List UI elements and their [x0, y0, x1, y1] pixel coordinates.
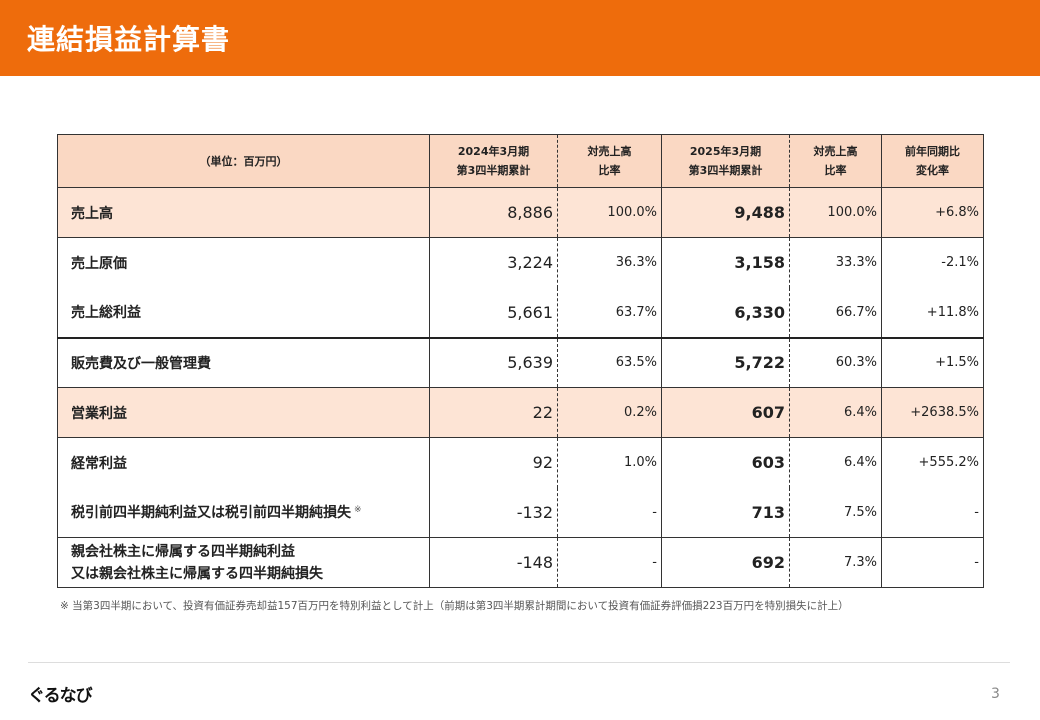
value-2025: 692: [661, 537, 790, 588]
col-header-fy2025: 2025年3月期 第3四半期累計: [661, 134, 790, 188]
income-statement-table: （単位：百万円） 2024年3月期 第3四半期累計 対売上高 比率 2025年3月期…: [57, 134, 984, 588]
table-row-gross-profit: 売上総利益 5,661 63.7% 6,330 66.7% +11.8%: [57, 287, 984, 338]
table-row-net-income: 親会社株主に帰属する四半期純利益 又は親会社株主に帰属する四半期純損失 -148 …: [57, 537, 984, 588]
yoy-change: +2638.5%: [881, 387, 984, 438]
ratio-2025: 66.7%: [789, 287, 882, 338]
footnote: ※ 当第3四半期において、投資有価証券売却益157百万円を特別利益として計上（前…: [60, 600, 849, 612]
row-label: 経常利益: [57, 437, 430, 488]
ratio-2024: 36.3%: [557, 237, 662, 288]
value-2024: -132: [429, 487, 558, 538]
table-row-pretax-income: 税引前四半期純利益又は税引前四半期純損失 ※ -132 - 713 7.5% -: [57, 487, 984, 538]
yoy-change: +555.2%: [881, 437, 984, 488]
ratio-2024: 63.7%: [557, 287, 662, 338]
ratio-2025: 6.4%: [789, 387, 882, 438]
value-2025: 603: [661, 437, 790, 488]
table-row-sga: 販売費及び一般管理費 5,639 63.5% 5,722 60.3% +1.5%: [57, 336, 984, 388]
col-header-ratio-2024: 対売上高 比率: [557, 134, 662, 188]
ratio-2024: 100.0%: [557, 187, 662, 238]
row-label: 販売費及び一般管理費: [57, 336, 430, 388]
row-label: 営業利益: [57, 387, 430, 438]
ratio-2024: 0.2%: [557, 387, 662, 438]
page-number: 3: [991, 686, 1000, 702]
value-2024: 5,661: [429, 287, 558, 338]
yoy-change: +1.5%: [881, 336, 984, 388]
value-2025: 9,488: [661, 187, 790, 238]
table-header-row: （単位：百万円） 2024年3月期 第3四半期累計 対売上高 比率 2025年3月期…: [57, 134, 984, 188]
value-2025: 607: [661, 387, 790, 438]
row-label-line2: 又は親会社株主に帰属する四半期純損失: [71, 565, 323, 582]
table-row-operating-income: 営業利益 22 0.2% 607 6.4% +2638.5%: [57, 387, 984, 438]
ratio-2025: 60.3%: [789, 336, 882, 388]
col-header-yoy-line1: 前年同期比: [905, 145, 960, 158]
ratio-2024: -: [557, 487, 662, 538]
value-2025: 713: [661, 487, 790, 538]
yoy-change: +11.8%: [881, 287, 984, 338]
ratio-2025: 7.3%: [789, 537, 882, 588]
value-2024: 5,639: [429, 336, 558, 388]
footer-divider: [28, 662, 1010, 663]
yoy-change: +6.8%: [881, 187, 984, 238]
col-header-ratio-2025-line2: 比率: [824, 164, 847, 177]
row-label: 売上総利益: [57, 287, 430, 338]
value-2025: 5,722: [661, 336, 790, 388]
col-header-fy2024: 2024年3月期 第3四半期累計: [429, 134, 558, 188]
footnote-mark: ※: [354, 504, 362, 515]
col-header-yoy-line2: 変化率: [916, 164, 949, 177]
value-2025: 6,330: [661, 287, 790, 338]
company-logo: ぐるなび: [28, 686, 93, 706]
ratio-2024: 63.5%: [557, 336, 662, 388]
yoy-change: -: [881, 537, 984, 588]
table-row-sales: 売上高 8,886 100.0% 9,488 100.0% +6.8%: [57, 187, 984, 238]
value-2024: 92: [429, 437, 558, 488]
row-label: 売上高: [57, 187, 430, 238]
row-label: 売上原価: [57, 237, 430, 288]
value-2024: 22: [429, 387, 558, 438]
table-row-cost-of-sales: 売上原価 3,224 36.3% 3,158 33.3% -2.1%: [57, 237, 984, 288]
col-header-ratio-2024-line2: 比率: [598, 164, 621, 177]
col-header-yoy: 前年同期比 変化率: [881, 134, 984, 188]
page-title: 連結損益計算書: [27, 23, 231, 56]
row-label-line1: 親会社株主に帰属する四半期純利益: [71, 543, 295, 560]
yoy-change: -: [881, 487, 984, 538]
ratio-2025: 100.0%: [789, 187, 882, 238]
row-label: 親会社株主に帰属する四半期純利益又は親会社株主に帰属する四半期純損失: [57, 537, 430, 588]
col-header-ratio-2025-line1: 対売上高: [813, 145, 858, 158]
col-header-fy2025-line2: 第3四半期累計: [688, 164, 763, 177]
value-2024: 8,886: [429, 187, 558, 238]
value-2024: -148: [429, 537, 558, 588]
value-2025: 3,158: [661, 237, 790, 288]
unit-label: （単位：百万円）: [57, 134, 430, 188]
yoy-change: -2.1%: [881, 237, 984, 288]
ratio-2025: 7.5%: [789, 487, 882, 538]
header-bar: 連結損益計算書: [0, 0, 1040, 76]
ratio-2024: -: [557, 537, 662, 588]
table-row-ordinary-income: 経常利益 92 1.0% 603 6.4% +555.2%: [57, 437, 984, 488]
value-2024: 3,224: [429, 237, 558, 288]
ratio-2024: 1.0%: [557, 437, 662, 488]
col-header-fy2025-line1: 2025年3月期: [689, 145, 762, 158]
col-header-ratio-2025: 対売上高 比率: [789, 134, 882, 188]
col-header-fy2024-line1: 2024年3月期: [457, 145, 530, 158]
row-label-text: 税引前四半期純利益又は税引前四半期純損失: [71, 505, 351, 522]
row-label: 税引前四半期純利益又は税引前四半期純損失 ※: [57, 487, 430, 538]
ratio-2025: 33.3%: [789, 237, 882, 288]
col-header-ratio-2024-line1: 対売上高: [587, 145, 632, 158]
col-header-fy2024-line2: 第3四半期累計: [456, 164, 531, 177]
ratio-2025: 6.4%: [789, 437, 882, 488]
